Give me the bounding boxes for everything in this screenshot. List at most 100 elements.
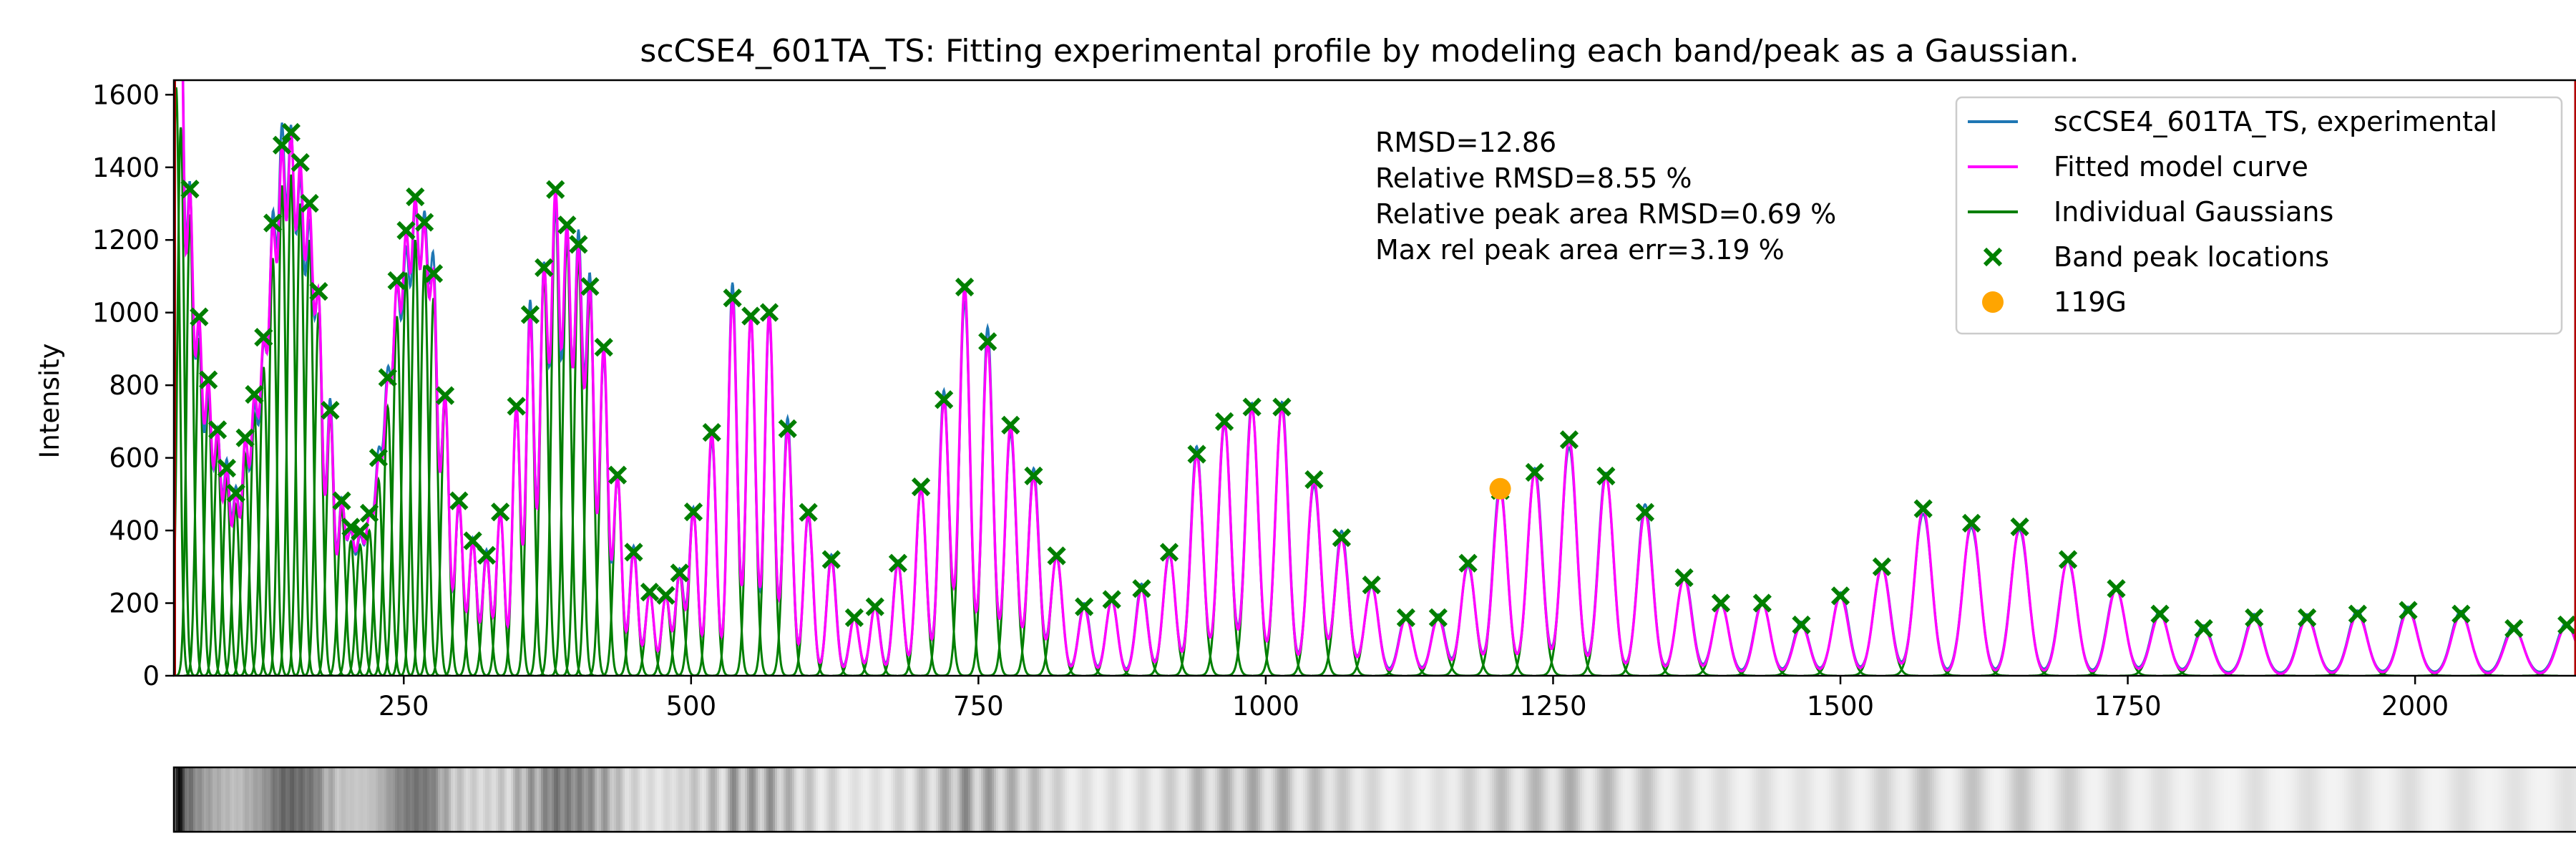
gel-column bbox=[1151, 767, 1153, 832]
gel-column bbox=[2477, 767, 2480, 832]
band-peak-marker-93 bbox=[2058, 550, 2078, 569]
gel-column bbox=[569, 767, 572, 832]
gel-column bbox=[2185, 767, 2188, 832]
gel-column bbox=[2076, 767, 2079, 832]
gel-column bbox=[2555, 767, 2557, 832]
band-peak-marker-41 bbox=[594, 338, 613, 357]
gel-column bbox=[738, 767, 741, 832]
gel-column bbox=[2119, 767, 2122, 832]
band-peak-marker-24 bbox=[387, 271, 406, 291]
gel-column bbox=[2312, 767, 2315, 832]
gel-column bbox=[1254, 767, 1257, 832]
gel-column bbox=[895, 767, 898, 832]
gel-column bbox=[483, 767, 486, 832]
gel-column bbox=[313, 767, 316, 832]
gel-column bbox=[2486, 767, 2489, 832]
gel-column bbox=[474, 767, 477, 832]
gel-column bbox=[1872, 767, 1875, 832]
gel-column bbox=[1653, 767, 1656, 832]
gel-column bbox=[2417, 767, 2420, 832]
gel-column bbox=[524, 767, 527, 832]
gel-column bbox=[814, 767, 816, 832]
gel-column bbox=[2490, 767, 2493, 832]
gel-column bbox=[734, 767, 737, 832]
gel-column bbox=[1297, 767, 1299, 832]
gel-column bbox=[1262, 767, 1265, 832]
gel-column bbox=[2323, 767, 2326, 832]
gel-column bbox=[1020, 767, 1023, 832]
band-peak-marker-89 bbox=[1872, 557, 1891, 576]
gel-column bbox=[2402, 767, 2405, 832]
gel-column bbox=[361, 767, 364, 832]
gel-column bbox=[1400, 767, 1402, 832]
gel-column bbox=[1591, 767, 1594, 832]
band-peak-marker-16 bbox=[309, 282, 328, 301]
gel-column bbox=[2518, 767, 2521, 832]
gel-column bbox=[2409, 767, 2411, 832]
gel-column bbox=[2215, 767, 2218, 832]
gel-column bbox=[1155, 767, 1158, 832]
gel-column bbox=[1485, 767, 1488, 832]
gaussian-7 bbox=[220, 502, 252, 676]
gel-column bbox=[1919, 767, 1922, 832]
gel-column bbox=[1056, 767, 1059, 832]
gel-column bbox=[2243, 767, 2246, 832]
gel-column bbox=[526, 767, 529, 832]
gel-column bbox=[1389, 767, 1392, 832]
gel-column bbox=[764, 767, 767, 832]
gel-column bbox=[1951, 767, 1954, 832]
band-peak-marker-33 bbox=[491, 503, 510, 522]
y-axis-label: Intensity bbox=[34, 343, 65, 458]
gel-column bbox=[1758, 767, 1761, 832]
gel-column bbox=[1324, 767, 1327, 832]
gel-column bbox=[1687, 767, 1690, 832]
band-peak-marker-38 bbox=[557, 215, 577, 235]
gel-column bbox=[1662, 767, 1664, 832]
gel-column bbox=[2529, 767, 2532, 832]
gel-column bbox=[796, 767, 799, 832]
gel-column bbox=[1928, 767, 1931, 832]
gel-column bbox=[348, 767, 351, 832]
gel-column bbox=[2389, 767, 2392, 832]
gel-column bbox=[195, 767, 198, 832]
gel-column bbox=[2497, 767, 2499, 832]
gel-column bbox=[2424, 767, 2426, 832]
band-peak-marker-87 bbox=[1792, 615, 1811, 635]
gel-column bbox=[451, 767, 454, 832]
gaussian-93 bbox=[2029, 558, 2107, 676]
gaussian-96 bbox=[2162, 627, 2245, 676]
band-peak-marker-66 bbox=[1102, 590, 1121, 609]
gel-column bbox=[987, 767, 990, 832]
gel-column bbox=[468, 767, 471, 832]
gel-column bbox=[2306, 767, 2308, 832]
gel-column bbox=[2039, 767, 2042, 832]
gel-column bbox=[820, 767, 823, 832]
gel-column bbox=[1842, 767, 1845, 832]
gel-column bbox=[1666, 767, 1669, 832]
band-peak-marker-73 bbox=[1304, 470, 1324, 490]
gel-column bbox=[953, 767, 956, 832]
gel-column bbox=[1516, 767, 1518, 832]
gel-column bbox=[1357, 767, 1360, 832]
gel-column bbox=[1745, 767, 1748, 832]
gel-column bbox=[1202, 767, 1205, 832]
gel-column bbox=[2464, 767, 2467, 832]
y-tick-label: 400 bbox=[109, 515, 160, 546]
gel-column bbox=[1215, 767, 1218, 832]
gel-column bbox=[2016, 767, 2019, 832]
fit-statistics: RMSD=12.86 Relative RMSD=8.55 % Relative p… bbox=[1375, 127, 1836, 266]
gaussian-13 bbox=[274, 174, 308, 676]
gel-column bbox=[1063, 767, 1065, 832]
gel-column bbox=[2355, 767, 2358, 832]
legend-swatch-3 bbox=[1983, 247, 2003, 267]
gel-column bbox=[1582, 767, 1585, 832]
gel-column bbox=[1672, 767, 1675, 832]
gaussian-76 bbox=[1375, 616, 1438, 676]
gel-column bbox=[1316, 767, 1319, 832]
gel-column bbox=[1966, 767, 1969, 832]
band-peak-marker-10 bbox=[254, 327, 273, 347]
gel-column bbox=[363, 767, 366, 832]
gel-column bbox=[1883, 767, 1885, 832]
gel-column bbox=[1269, 767, 1272, 832]
gel-column bbox=[408, 767, 411, 832]
